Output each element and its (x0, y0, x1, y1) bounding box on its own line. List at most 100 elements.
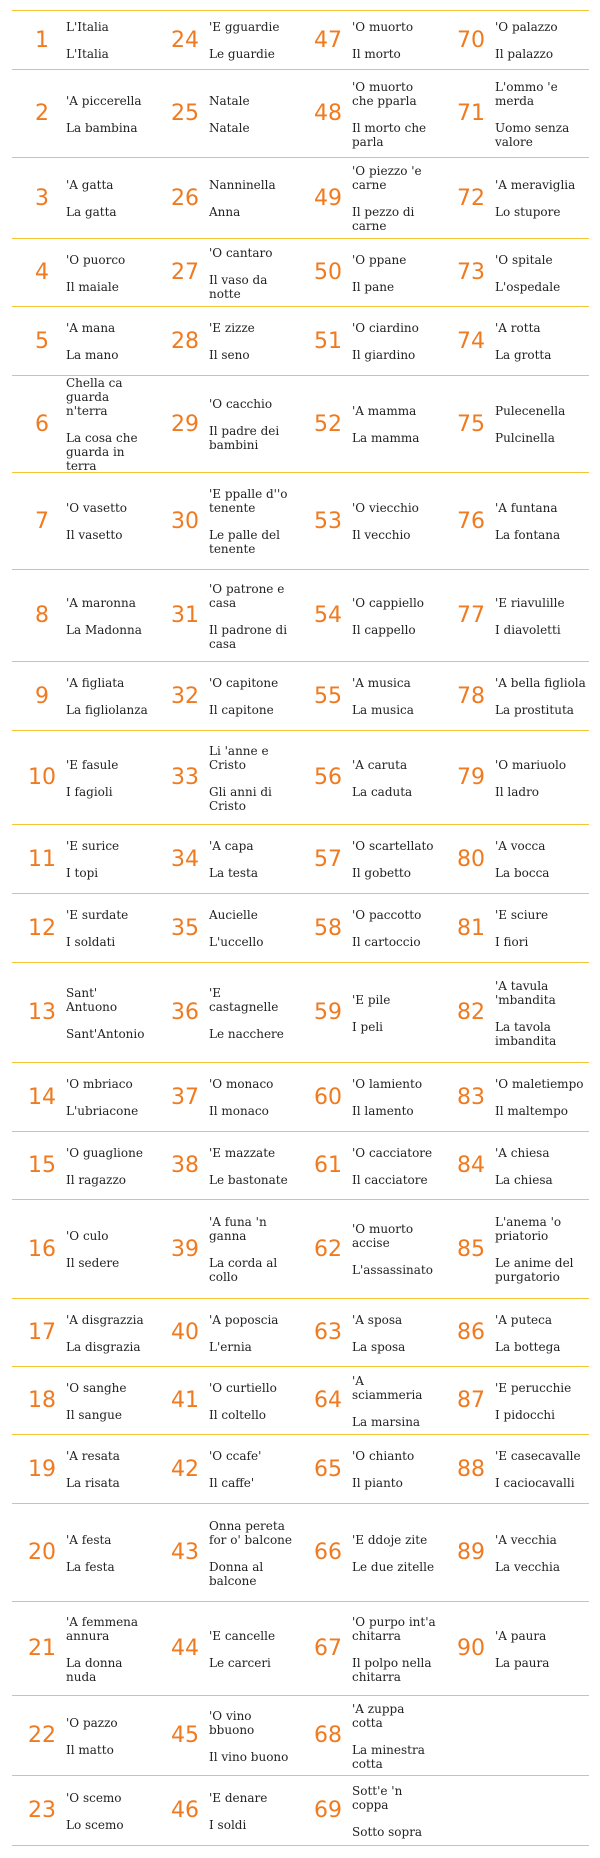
italian-meaning: Il cacciatore (352, 1172, 428, 1187)
dialect-term: 'A caruta (352, 757, 408, 772)
dialect-term: 'O puorco (66, 252, 126, 267)
entry-number: 85 (457, 1236, 485, 1262)
entry-number: 26 (171, 185, 199, 211)
dialect-term: 'O palazzo (495, 20, 558, 34)
dialect-term: 'O ciardino (352, 321, 419, 335)
italian-meaning: Il cappello (352, 622, 416, 637)
entry-number: 48 (314, 101, 342, 126)
entry-number: 15 (28, 1153, 56, 1178)
row-separator (12, 1131, 589, 1132)
dialect-term: 'E riavulille (495, 595, 565, 610)
italian-meaning: Anna (209, 205, 241, 219)
italian-meaning: I topi (66, 866, 99, 880)
dialect-term: 'A disgrazzia (66, 1312, 144, 1327)
dialect-term: 'O paccotto (352, 908, 422, 922)
italian-meaning: I diavoletti (495, 622, 561, 637)
dialect-term: 'E castagnelle (209, 985, 279, 1014)
entry-number: 45 (171, 1723, 199, 1748)
entry-number: 20 (28, 1540, 56, 1565)
italian-meaning: La mamma (352, 431, 420, 445)
row-separator (12, 893, 589, 894)
entry-number: 41 (171, 1388, 199, 1413)
italian-meaning: Il pezzo di carne (352, 205, 415, 233)
italian-meaning: L'Italia (66, 47, 109, 61)
italian-meaning: Il polpo nella chitarra (352, 1655, 432, 1684)
row-separator (12, 962, 589, 963)
dialect-term: 'O guaglione (66, 1145, 143, 1160)
entry-number: 11 (28, 846, 56, 872)
dialect-term: 'A zuppa cotta (352, 1701, 405, 1730)
italian-meaning: La corda al collo (209, 1256, 278, 1284)
italian-meaning: La testa (209, 866, 258, 880)
italian-meaning: Sotto sopra (352, 1824, 423, 1839)
dialect-term: 'A funa 'n ganna (209, 1215, 267, 1243)
italian-meaning: Il morto che parla (352, 120, 427, 149)
italian-meaning: Natale (209, 120, 250, 135)
entry-number: 12 (28, 915, 56, 941)
italian-meaning: I peli (352, 1019, 384, 1034)
entry-number: 80 (457, 846, 485, 872)
dialect-term: 'O lamiento (352, 1077, 423, 1091)
entry-number: 22 (28, 1723, 56, 1748)
dialect-term: 'O chianto (352, 1449, 415, 1463)
italian-meaning: Le anime del purgatorio (495, 1256, 574, 1284)
row-separator (12, 1775, 589, 1776)
italian-meaning: I pidocchi (495, 1407, 555, 1422)
dialect-term: 'A resata (66, 1449, 120, 1463)
italian-meaning: Il sedere (66, 1256, 120, 1270)
italian-meaning: La grotta (495, 348, 552, 362)
italian-meaning: Pulcinella (495, 431, 555, 445)
entry-number: 72 (457, 185, 485, 211)
italian-meaning: Il capitone (209, 703, 274, 717)
row-separator (12, 1298, 589, 1299)
dialect-term: 'E fasule (66, 757, 119, 772)
dialect-term: 'O mariuolo (495, 757, 567, 772)
dialect-term: 'O ppane (352, 252, 407, 267)
entry-number: 30 (171, 508, 199, 534)
dialect-term: Onna pereta for o' balcone (209, 1518, 293, 1547)
dialect-term: 'A capa (209, 839, 254, 853)
entry-number: 33 (171, 765, 199, 790)
italian-meaning: Le bastonate (209, 1172, 288, 1187)
dialect-term: 'O culo (66, 1229, 109, 1243)
italian-meaning: La figliolanza (66, 703, 148, 717)
italian-meaning: La bottega (495, 1339, 561, 1354)
italian-meaning: Il pane (352, 279, 395, 294)
italian-meaning: Il sangue (66, 1407, 122, 1422)
row-separator (12, 661, 589, 662)
entry-number: 67 (314, 1636, 342, 1661)
dialect-term: 'O muorto che pparla (352, 79, 417, 108)
italian-meaning: Il vasetto (66, 528, 123, 542)
italian-meaning: I fiori (495, 935, 529, 949)
entry-number: 35 (171, 915, 199, 941)
dialect-term: 'O muorto (352, 20, 414, 34)
dialect-term: 'O vasetto (66, 501, 128, 515)
entry-number: 42 (171, 1456, 199, 1482)
dialect-term: 'E ddoje zite (352, 1532, 428, 1547)
dialect-term: 'O monaco (209, 1077, 274, 1091)
entry-number: 81 (457, 915, 485, 941)
entry-number: 71 (457, 101, 485, 126)
italian-meaning: La minestra cotta (352, 1742, 425, 1771)
row-separator (12, 69, 589, 70)
italian-meaning: La disgrazia (66, 1339, 141, 1354)
entry-number: 53 (314, 508, 342, 534)
entry-number: 60 (314, 1084, 342, 1110)
entry-number: 57 (314, 846, 342, 872)
entry-number: 47 (314, 27, 342, 53)
entry-number: 27 (171, 260, 199, 285)
dialect-term: 'A vecchia (495, 1532, 557, 1547)
italian-meaning: Le due zitelle (352, 1559, 435, 1574)
dialect-term: 'O vino bbuono (209, 1708, 255, 1737)
italian-meaning: Il cartoccio (352, 935, 421, 949)
row-separator (12, 1434, 589, 1435)
entry-number: 39 (171, 1236, 199, 1262)
italian-meaning: La caduta (352, 784, 413, 799)
dialect-term: Chella ca guarda n'terra (66, 376, 123, 418)
dialect-term: 'A chiesa (495, 1145, 550, 1160)
entry-number: 86 (457, 1320, 485, 1345)
italian-meaning: Il vino buono (209, 1749, 289, 1764)
italian-meaning: Il ladro (495, 784, 540, 799)
entry-number: 78 (457, 683, 485, 709)
entry-number: 56 (314, 765, 342, 790)
